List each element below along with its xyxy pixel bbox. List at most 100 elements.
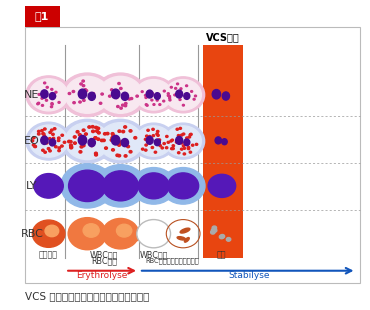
Circle shape: [65, 123, 110, 160]
Circle shape: [69, 140, 72, 143]
Circle shape: [211, 228, 216, 232]
Text: VCS測定: VCS測定: [206, 32, 240, 42]
Ellipse shape: [222, 139, 227, 145]
Circle shape: [97, 132, 100, 134]
Circle shape: [51, 103, 53, 104]
Circle shape: [119, 141, 122, 144]
Text: 採血管内: 採血管内: [39, 250, 58, 259]
Circle shape: [146, 104, 148, 106]
Circle shape: [88, 126, 91, 128]
Circle shape: [182, 133, 185, 135]
Circle shape: [68, 170, 106, 202]
Circle shape: [82, 85, 85, 87]
Circle shape: [195, 95, 196, 97]
Ellipse shape: [88, 92, 95, 100]
Circle shape: [46, 86, 48, 88]
Ellipse shape: [184, 237, 189, 242]
Circle shape: [78, 134, 81, 136]
Circle shape: [83, 224, 99, 237]
Ellipse shape: [78, 89, 87, 99]
Circle shape: [52, 137, 55, 140]
Circle shape: [94, 73, 147, 117]
Circle shape: [41, 130, 43, 132]
Circle shape: [46, 142, 48, 144]
Ellipse shape: [154, 93, 160, 100]
Circle shape: [135, 80, 172, 110]
Circle shape: [156, 133, 158, 135]
Circle shape: [169, 97, 171, 99]
Circle shape: [37, 133, 40, 135]
Circle shape: [115, 96, 118, 99]
Circle shape: [82, 129, 85, 131]
Circle shape: [111, 133, 114, 135]
Circle shape: [220, 234, 225, 238]
Circle shape: [100, 139, 103, 142]
Circle shape: [141, 91, 143, 92]
Circle shape: [70, 146, 73, 148]
Circle shape: [53, 128, 56, 130]
Circle shape: [145, 144, 147, 146]
Circle shape: [94, 119, 147, 163]
Circle shape: [42, 149, 44, 151]
Circle shape: [188, 136, 191, 138]
Circle shape: [110, 139, 113, 141]
Circle shape: [68, 92, 71, 95]
Circle shape: [170, 140, 172, 142]
Circle shape: [156, 96, 158, 98]
Ellipse shape: [180, 228, 190, 233]
Circle shape: [182, 104, 184, 106]
Circle shape: [30, 125, 68, 157]
Ellipse shape: [176, 136, 183, 144]
Circle shape: [130, 98, 133, 100]
Circle shape: [163, 143, 165, 144]
Circle shape: [26, 122, 71, 160]
Circle shape: [171, 139, 174, 141]
Circle shape: [190, 133, 192, 135]
Circle shape: [65, 76, 110, 113]
Circle shape: [34, 174, 63, 198]
Circle shape: [47, 148, 50, 150]
Circle shape: [41, 104, 44, 106]
Circle shape: [51, 129, 53, 131]
Circle shape: [50, 106, 53, 108]
Circle shape: [31, 140, 34, 142]
Circle shape: [177, 135, 180, 136]
Circle shape: [165, 126, 201, 156]
Circle shape: [149, 137, 151, 140]
Circle shape: [49, 131, 51, 133]
Text: VCS テクノロジー測定における細胞変化: VCS テクノロジー測定における細胞変化: [25, 291, 149, 301]
Text: NE: NE: [24, 90, 40, 100]
Circle shape: [138, 173, 169, 199]
Circle shape: [61, 119, 113, 163]
Circle shape: [44, 151, 46, 153]
Circle shape: [58, 150, 60, 152]
Circle shape: [181, 142, 183, 144]
Circle shape: [163, 100, 165, 102]
Circle shape: [80, 146, 83, 148]
Circle shape: [120, 87, 122, 90]
Circle shape: [43, 133, 45, 135]
Circle shape: [58, 101, 60, 103]
Circle shape: [161, 147, 164, 149]
Circle shape: [124, 155, 127, 157]
Circle shape: [124, 140, 127, 143]
Circle shape: [212, 226, 216, 230]
Ellipse shape: [49, 139, 56, 146]
Text: Stabilyse: Stabilyse: [229, 271, 270, 280]
Circle shape: [97, 127, 100, 130]
Ellipse shape: [121, 139, 128, 147]
Circle shape: [219, 235, 224, 239]
Circle shape: [98, 76, 142, 113]
Circle shape: [70, 144, 73, 147]
Circle shape: [135, 126, 172, 156]
Circle shape: [111, 89, 113, 91]
Circle shape: [179, 91, 181, 92]
Ellipse shape: [49, 93, 56, 100]
Circle shape: [124, 126, 127, 128]
Circle shape: [167, 93, 169, 95]
Circle shape: [191, 91, 193, 92]
Ellipse shape: [121, 92, 128, 100]
Circle shape: [125, 103, 127, 104]
Circle shape: [162, 77, 205, 113]
Circle shape: [211, 230, 215, 234]
